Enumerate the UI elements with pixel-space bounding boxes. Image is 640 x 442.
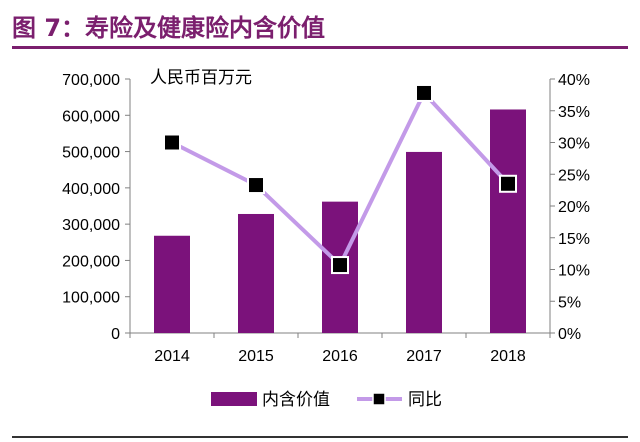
right-tick-label: 0% xyxy=(558,326,581,343)
right-tick-label: 15% xyxy=(558,231,590,248)
legend-label-line: 同比 xyxy=(408,390,442,409)
footer-divider xyxy=(12,436,628,438)
line-marker xyxy=(247,176,265,195)
legend-label-bar: 内含价值 xyxy=(262,390,330,409)
right-tick-label: 30% xyxy=(558,136,590,153)
bar xyxy=(154,235,190,333)
line-marker xyxy=(499,174,517,193)
bar xyxy=(490,109,526,333)
right-tick-label: 35% xyxy=(558,104,590,121)
chart-legend: 内含价值 同比 xyxy=(211,390,442,409)
right-tick-label: 10% xyxy=(558,263,590,280)
line-marker xyxy=(415,83,433,102)
tick-labels: 0 100,000 200,000 300,000 400,000 500,000 600,… xyxy=(62,72,590,365)
bar xyxy=(406,151,442,333)
x-tick-label: 2015 xyxy=(238,348,274,365)
left-tick-label: 0 xyxy=(111,326,120,343)
x-tick-label: 2014 xyxy=(154,348,190,365)
line-series xyxy=(163,83,517,275)
left-tick-label: 300,000 xyxy=(62,217,120,234)
title-divider xyxy=(12,46,628,49)
right-tick-label: 20% xyxy=(558,199,590,216)
left-tick-label: 500,000 xyxy=(62,145,120,162)
left-tick-label: 600,000 xyxy=(62,108,120,125)
line-marker xyxy=(163,133,181,152)
bar-series xyxy=(154,109,526,333)
legend-marker xyxy=(372,392,386,406)
line-marker xyxy=(331,256,349,275)
right-tick-label: 40% xyxy=(558,72,590,89)
left-tick-label: 100,000 xyxy=(62,290,120,307)
x-tick-label: 2018 xyxy=(490,348,526,365)
left-tick-label: 400,000 xyxy=(62,181,120,198)
right-tick-label: 25% xyxy=(558,167,590,184)
page-title: 图 7：寿险及健康险内含价值 xyxy=(12,14,326,42)
x-tick-label: 2017 xyxy=(406,348,442,365)
x-tick-label: 2016 xyxy=(322,348,358,365)
right-tick-label: 5% xyxy=(558,294,581,311)
unit-label: 人民币百万元 xyxy=(150,68,252,87)
bar xyxy=(238,213,274,333)
left-tick-label: 700,000 xyxy=(62,72,120,89)
left-tick-label: 200,000 xyxy=(62,253,120,270)
legend-swatch-bar xyxy=(211,392,257,406)
